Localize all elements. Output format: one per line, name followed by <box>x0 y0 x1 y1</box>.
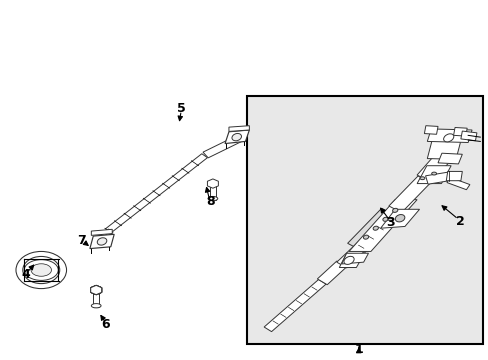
Polygon shape <box>317 261 346 285</box>
Polygon shape <box>341 253 368 264</box>
Ellipse shape <box>419 177 424 180</box>
Polygon shape <box>105 154 207 233</box>
Text: 5: 5 <box>177 102 185 115</box>
Polygon shape <box>380 209 419 228</box>
Polygon shape <box>90 234 114 249</box>
Bar <box>209 183 215 200</box>
Ellipse shape <box>392 208 397 212</box>
Text: 1: 1 <box>354 343 363 356</box>
Polygon shape <box>339 253 363 267</box>
Ellipse shape <box>97 238 106 245</box>
Polygon shape <box>424 126 437 134</box>
Polygon shape <box>264 279 325 332</box>
Ellipse shape <box>382 217 387 221</box>
Polygon shape <box>416 156 448 182</box>
Polygon shape <box>446 171 461 181</box>
Ellipse shape <box>343 256 353 264</box>
Polygon shape <box>427 129 471 143</box>
Polygon shape <box>347 208 398 252</box>
Text: 2: 2 <box>456 215 464 228</box>
Ellipse shape <box>91 303 101 308</box>
Text: 8: 8 <box>206 195 214 208</box>
Polygon shape <box>446 177 469 190</box>
Ellipse shape <box>231 134 241 141</box>
Ellipse shape <box>443 134 453 142</box>
Polygon shape <box>103 229 113 236</box>
Polygon shape <box>228 126 249 131</box>
Polygon shape <box>453 127 466 136</box>
Ellipse shape <box>207 181 217 186</box>
Polygon shape <box>432 130 457 141</box>
Ellipse shape <box>363 235 368 239</box>
Ellipse shape <box>207 197 217 201</box>
Polygon shape <box>416 166 450 184</box>
Ellipse shape <box>431 172 436 175</box>
Bar <box>246 96 482 344</box>
Ellipse shape <box>387 218 392 221</box>
Text: 4: 4 <box>21 268 30 281</box>
Ellipse shape <box>24 260 58 280</box>
Bar <box>93 290 99 307</box>
Polygon shape <box>336 216 394 268</box>
Polygon shape <box>203 134 244 158</box>
Polygon shape <box>437 153 461 164</box>
Ellipse shape <box>91 287 101 293</box>
Text: 3: 3 <box>385 216 394 229</box>
Polygon shape <box>460 131 476 141</box>
Ellipse shape <box>394 215 404 222</box>
Text: 6: 6 <box>102 318 110 331</box>
Polygon shape <box>224 130 249 144</box>
Ellipse shape <box>31 264 51 276</box>
Polygon shape <box>91 229 112 235</box>
Text: 7: 7 <box>77 234 86 247</box>
Ellipse shape <box>372 226 378 230</box>
Polygon shape <box>348 200 416 251</box>
Polygon shape <box>388 176 430 213</box>
Polygon shape <box>425 172 449 184</box>
Polygon shape <box>427 140 460 159</box>
